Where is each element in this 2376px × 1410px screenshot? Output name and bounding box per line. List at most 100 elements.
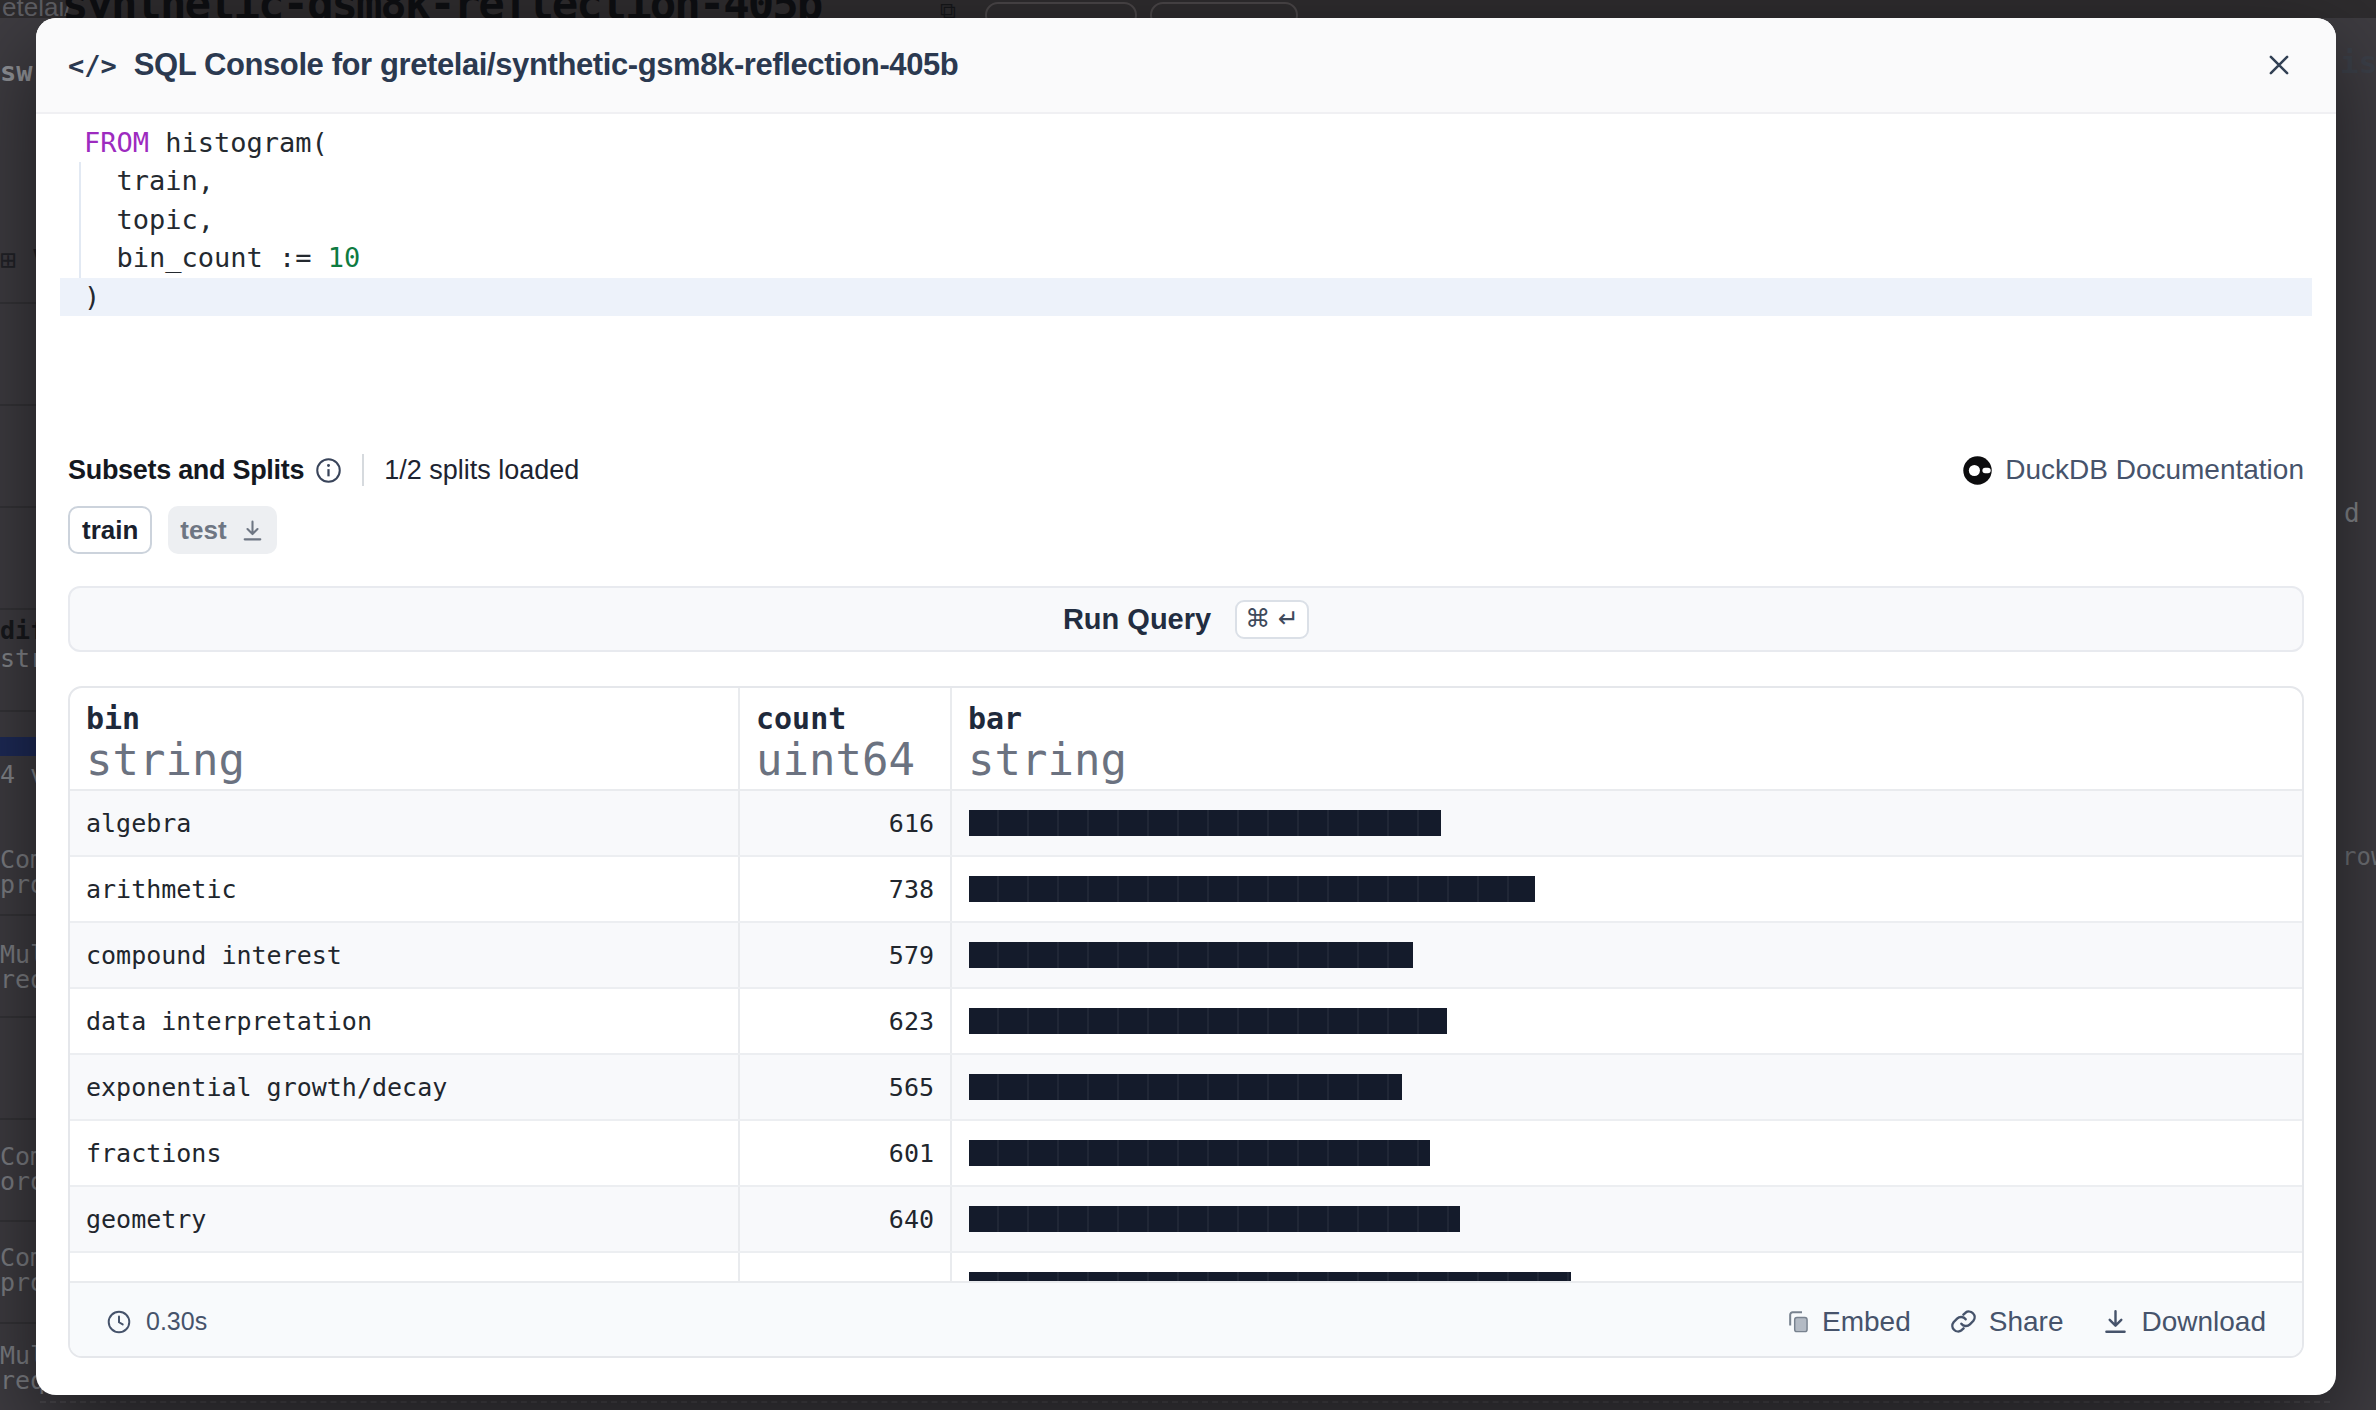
background-row-divider	[0, 302, 36, 304]
cell-count	[738, 1253, 950, 1281]
column-header-bar: barstring	[950, 688, 2302, 789]
close-button[interactable]	[2264, 50, 2294, 80]
cell-count: 616	[738, 791, 950, 855]
sql-console-modal: </> SQL Console for gretelai/synthetic-g…	[36, 18, 2336, 1395]
code-line: train,	[60, 162, 2312, 200]
background-selected-row	[0, 737, 36, 756]
column-header-bin: binstring	[70, 688, 738, 789]
histogram-bar	[969, 1008, 1447, 1034]
clock-icon	[106, 1309, 132, 1335]
column-header-count: countuint64	[738, 688, 950, 789]
background-row-divider	[0, 404, 36, 406]
code-line: )	[60, 278, 2312, 316]
share-icon	[1949, 1307, 1978, 1336]
table-row: exponential growth/decay565	[70, 1055, 2302, 1121]
table-row: algebra616	[70, 791, 2302, 857]
background-text-fragment: sw	[0, 56, 33, 87]
histogram-bar	[969, 1272, 1571, 1281]
table-row: fractions601	[70, 1121, 2302, 1187]
cell-bin: exponential growth/decay	[70, 1055, 738, 1119]
background-button	[1150, 2, 1298, 18]
duckdb-logo-icon	[1962, 455, 1993, 486]
background-page-title: synthetic-gsm8k-reflection-405b	[62, 0, 821, 18]
vertical-divider	[362, 454, 364, 486]
table-row: geometry640	[70, 1187, 2302, 1253]
subsets-heading: Subsets and Splits	[68, 455, 304, 486]
info-icon[interactable]	[315, 457, 342, 484]
background-text-fragment: issa	[2340, 44, 2376, 80]
cell-bin: geometry	[70, 1187, 738, 1251]
cell-bar	[950, 791, 2302, 855]
histogram-bar	[969, 810, 1441, 836]
cell-bar	[950, 923, 2302, 987]
cell-count: 640	[738, 1187, 950, 1251]
results-card: binstringcountuint64barstring algebra616…	[68, 686, 2304, 1358]
duckdb-documentation-link[interactable]: DuckDB Documentation	[1962, 454, 2304, 486]
cell-bar	[950, 1055, 2302, 1119]
share-button[interactable]: Share	[1949, 1306, 2064, 1338]
background-breadcrumb: etelai/	[2, 0, 71, 18]
cell-bar	[950, 1121, 2302, 1185]
embed-button[interactable]: Embed	[1784, 1306, 1911, 1338]
background-dashed-line	[40, 1401, 2330, 1403]
cell-bar	[950, 1253, 2302, 1281]
cell-bar	[950, 1187, 2302, 1251]
download-icon	[240, 518, 265, 543]
download-icon	[2101, 1307, 2130, 1336]
background-text-fragment: d	[2344, 498, 2360, 528]
code-line: FROM histogram(	[60, 124, 2312, 162]
background-text-fragment: row	[2342, 843, 2376, 871]
splits-loaded-status: 1/2 splits loaded	[384, 455, 579, 486]
background-row-divider	[0, 1220, 36, 1222]
histogram-bar	[969, 1206, 1460, 1232]
code-line: topic,	[60, 201, 2312, 239]
cell-count: 565	[738, 1055, 950, 1119]
cell-count: 623	[738, 989, 950, 1053]
download-button[interactable]: Download	[2101, 1306, 2266, 1338]
code-icon: </>	[68, 50, 117, 81]
background-row-divider	[0, 1118, 36, 1120]
histogram-bar	[969, 1140, 1430, 1166]
cell-bin	[70, 1253, 738, 1281]
cell-bar	[950, 989, 2302, 1053]
cell-bin: algebra	[70, 791, 738, 855]
cell-count: 579	[738, 923, 950, 987]
background-row-divider	[0, 608, 36, 610]
background-page-header: etelai/ synthetic-gsm8k-reflection-405b …	[0, 0, 2376, 18]
background-row-divider	[0, 506, 36, 508]
modal-title: SQL Console for gretelai/synthetic-gsm8k…	[134, 47, 959, 83]
table-row	[70, 1253, 2302, 1281]
query-duration: 0.30s	[106, 1307, 207, 1336]
splits-list: train test	[68, 506, 2304, 554]
background-row-divider	[0, 1016, 36, 1018]
table-header: binstringcountuint64barstring	[70, 688, 2302, 791]
histogram-bar	[969, 942, 1413, 968]
cell-bar	[950, 857, 2302, 921]
split-button-train[interactable]: train	[68, 506, 152, 554]
cell-count: 601	[738, 1121, 950, 1185]
sql-editor[interactable]: FROM histogram( train, topic, bin_count …	[60, 114, 2312, 316]
background-button	[985, 2, 1137, 18]
embed-icon	[1784, 1308, 1811, 1335]
table-row: data interpretation623	[70, 989, 2302, 1055]
table-body: algebra616arithmetic738compound interest…	[70, 791, 2302, 1281]
cell-bin: data interpretation	[70, 989, 738, 1053]
cell-bin: fractions	[70, 1121, 738, 1185]
background-row-divider	[0, 710, 36, 712]
cell-bin: compound interest	[70, 923, 738, 987]
modal-header: </> SQL Console for gretelai/synthetic-g…	[36, 18, 2336, 114]
copy-icon: ⧉	[940, 0, 956, 18]
background-row-divider	[0, 1322, 36, 1324]
cell-bin: arithmetic	[70, 857, 738, 921]
cell-count: 738	[738, 857, 950, 921]
results-footer: 0.30s Embed Share Download	[70, 1281, 2302, 1358]
split-button-test[interactable]: test	[168, 506, 276, 554]
histogram-bar	[969, 1074, 1402, 1100]
table-row: arithmetic738	[70, 857, 2302, 923]
table-row: compound interest579	[70, 923, 2302, 989]
code-line: bin_count := 10	[60, 239, 2312, 277]
subsets-section-header: Subsets and Splits 1/2 splits loaded Duc…	[68, 454, 2304, 486]
histogram-bar	[969, 876, 1535, 902]
run-query-button[interactable]: Run Query ⌘ ↵	[68, 586, 2304, 652]
keyboard-shortcut-badge: ⌘ ↵	[1235, 600, 1309, 639]
